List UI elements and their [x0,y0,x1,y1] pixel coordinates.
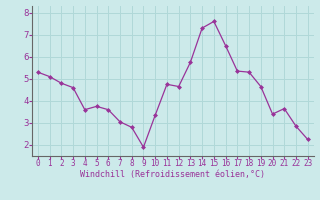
X-axis label: Windchill (Refroidissement éolien,°C): Windchill (Refroidissement éolien,°C) [80,170,265,179]
